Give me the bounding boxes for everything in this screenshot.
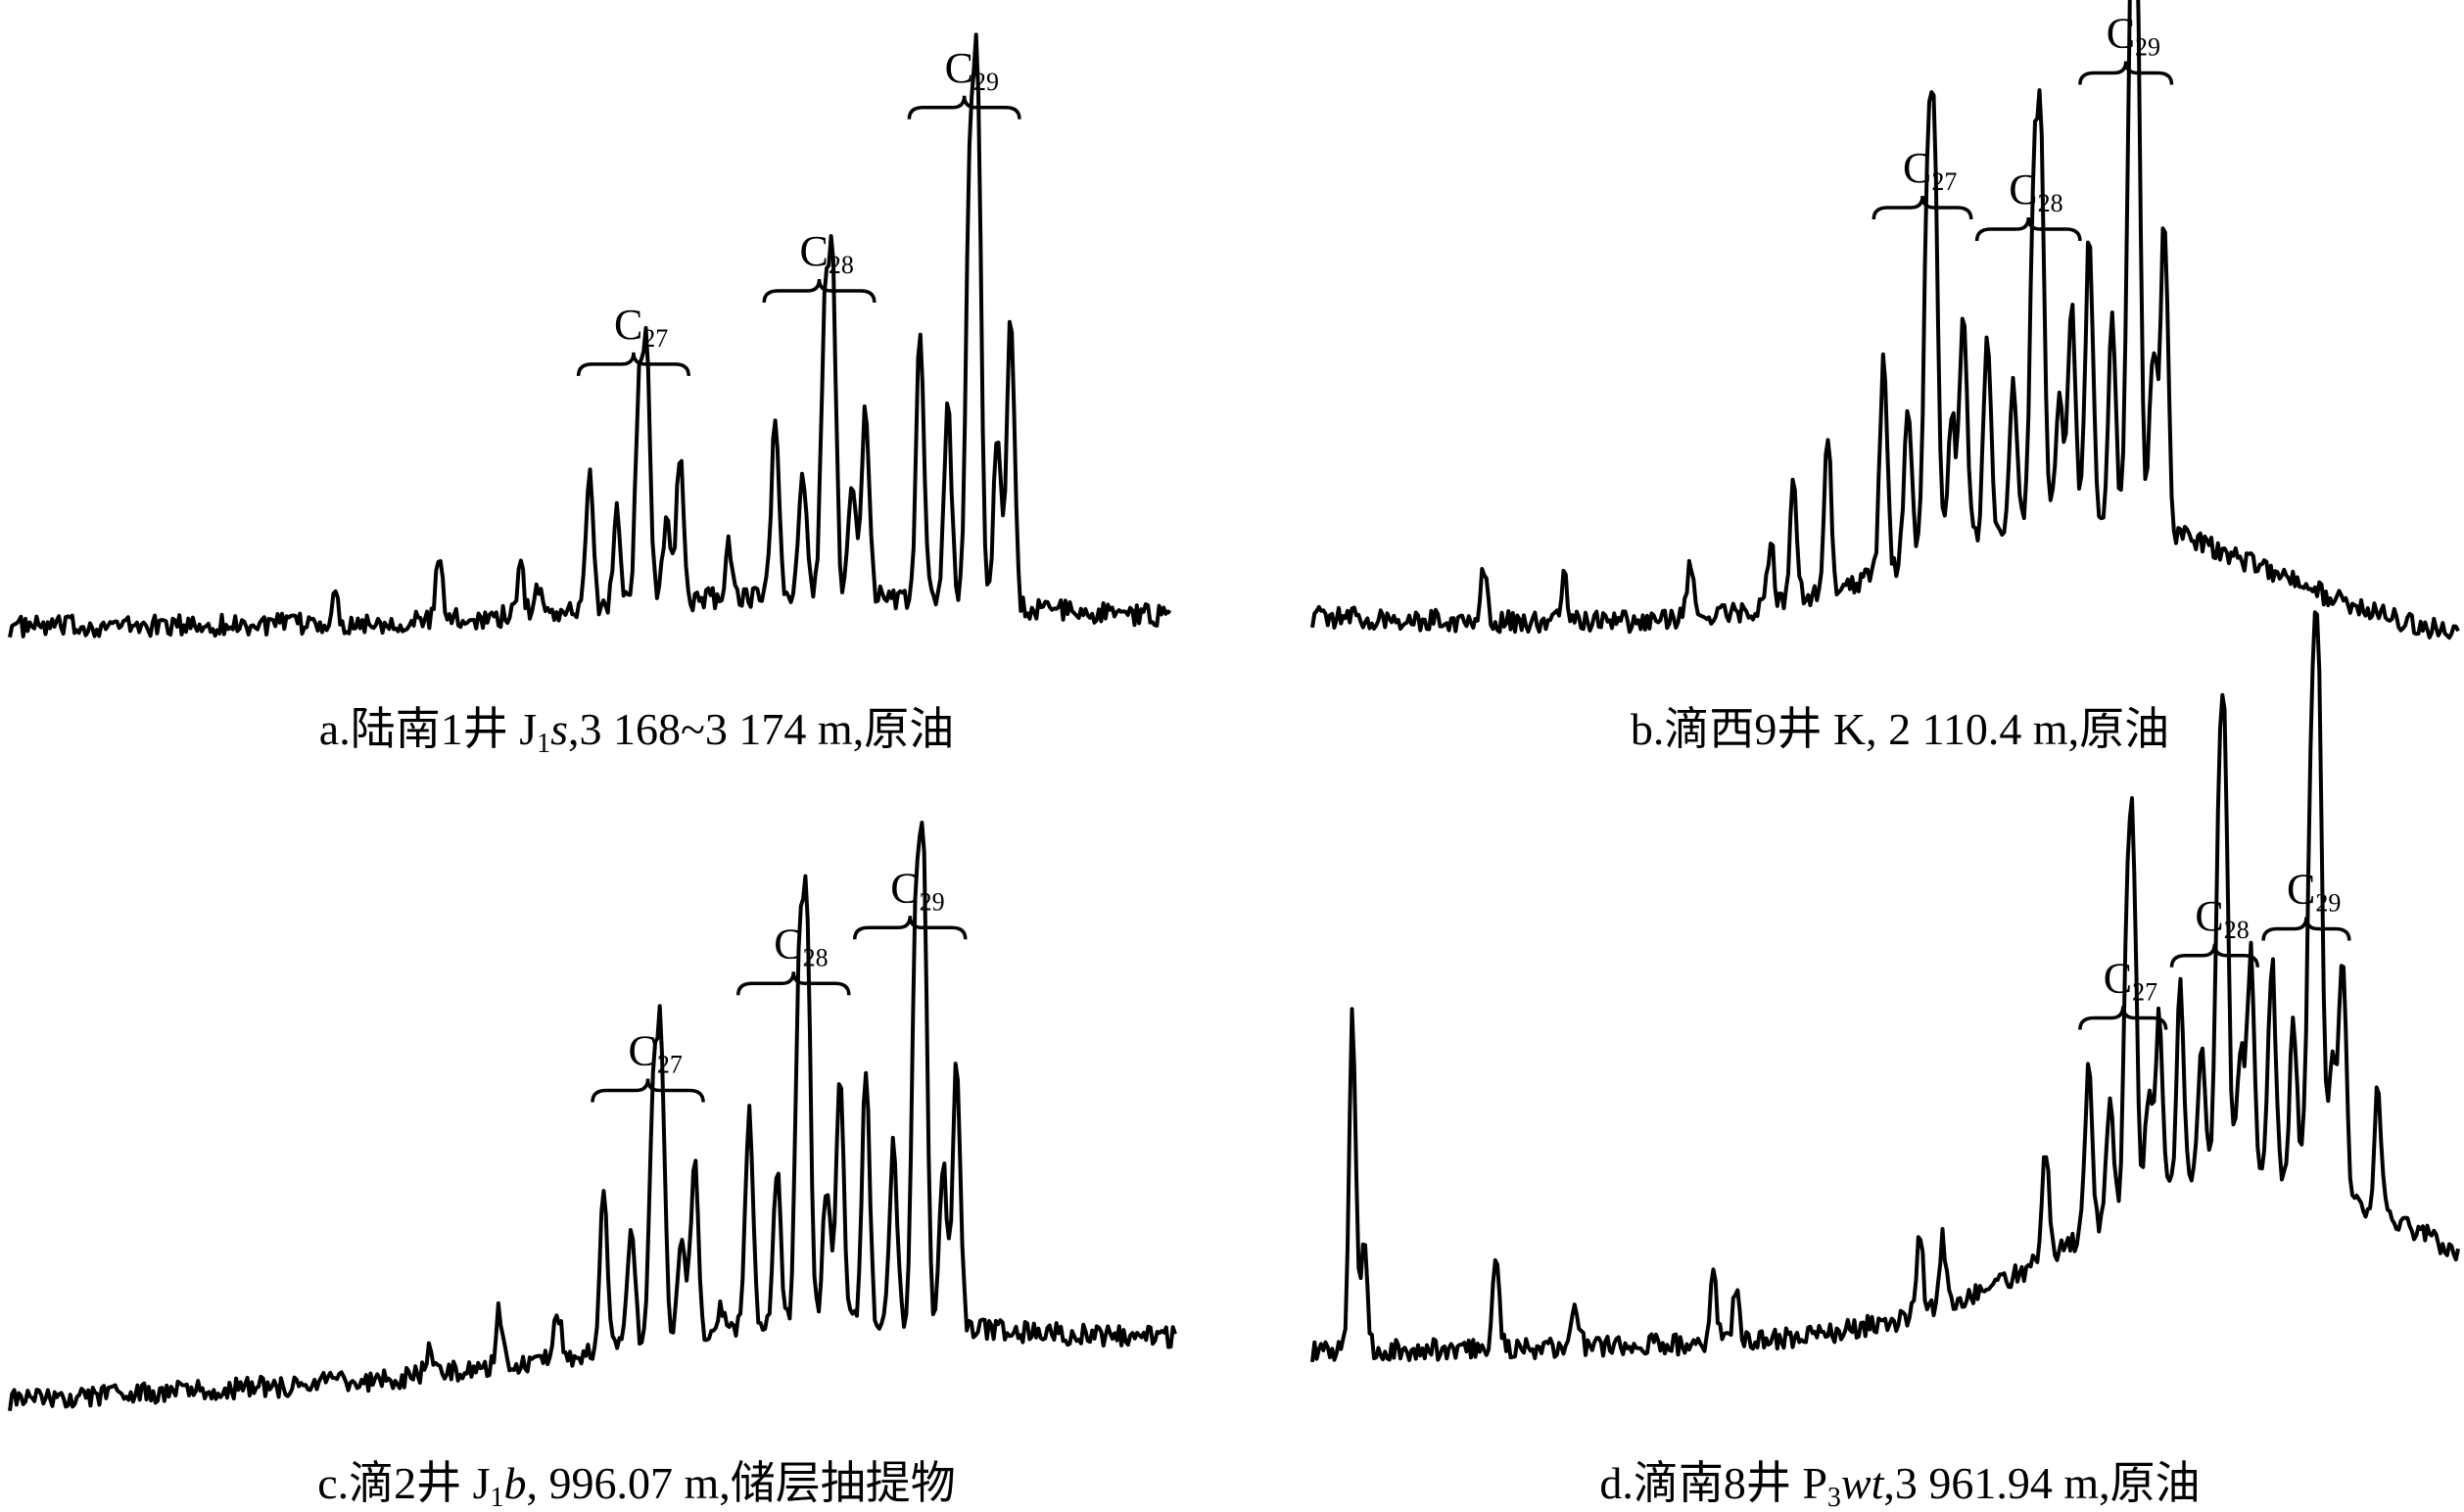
peak-group-brace-27 xyxy=(1872,195,1973,220)
peak-group-brace-29 xyxy=(853,916,968,940)
peak-group-label-C27: C27 xyxy=(629,1027,683,1079)
peak-group-label-C28: C28 xyxy=(800,227,854,279)
chromatogram-panel-c: C27 C28 C29 c.滴2井 J1b, 996.07 m,储层抽提物 xyxy=(8,821,1177,1512)
peak-group-label-C27: C27 xyxy=(2104,955,2157,1007)
peak-group-label-C29: C29 xyxy=(890,864,944,916)
chromatogram-trace-b xyxy=(1310,0,2460,640)
chromatogram-trace-d xyxy=(1310,610,2460,1363)
peak-group-label-C29: C29 xyxy=(945,44,999,96)
peak-group-brace-27 xyxy=(576,352,690,377)
panel-caption-b: b.滴西9井 K, 2 110.4 m,原油 xyxy=(1631,704,2169,754)
chromatogram-trace-c xyxy=(8,821,1177,1412)
peak-group-label-C27: C27 xyxy=(614,301,668,353)
peak-group-label-C28: C28 xyxy=(774,920,828,971)
peak-group-brace-28 xyxy=(1974,216,2082,242)
peak-group-brace-29 xyxy=(2078,61,2174,85)
peak-group-brace-27 xyxy=(591,1078,705,1103)
peak-group-label-C28: C28 xyxy=(2195,892,2249,944)
peak-group-brace-29 xyxy=(2261,917,2351,941)
panel-caption-d: d.滴南8井 P3wt,3 961.94 m,原油 xyxy=(1599,1458,2200,1512)
chromatogram-panel-a: C27 C28 C29 a.陆南1井 J1s,3 168~3 174 m,原油 xyxy=(8,32,1172,759)
peak-group-label-C29: C29 xyxy=(2287,866,2341,918)
peak-group-label-C27: C27 xyxy=(1903,144,1957,196)
peak-group-brace-28 xyxy=(762,278,877,304)
peak-group-brace-29 xyxy=(907,95,1021,119)
chromatogram-trace-a xyxy=(8,32,1172,638)
peak-group-brace-28 xyxy=(2169,943,2259,968)
peak-group-brace-27 xyxy=(2078,1006,2168,1030)
chromatogram-panel-d: C27 C28 C29 d.滴南8井 P3wt,3 961.94 m,原油 xyxy=(1310,610,2460,1512)
peak-group-brace-28 xyxy=(736,971,851,996)
panel-caption-a: a.陆南1井 J1s,3 168~3 174 m,原油 xyxy=(319,704,954,759)
peak-group-label-C28: C28 xyxy=(2009,165,2062,217)
peak-group-label-C29: C29 xyxy=(2107,10,2160,62)
chromatogram-panel-b: C27 C28 C29 b.滴西9井 K, 2 110.4 m,原油 xyxy=(1310,0,2460,754)
panel-caption-c: c.滴2井 J1b, 996.07 m,储层抽提物 xyxy=(317,1458,956,1512)
